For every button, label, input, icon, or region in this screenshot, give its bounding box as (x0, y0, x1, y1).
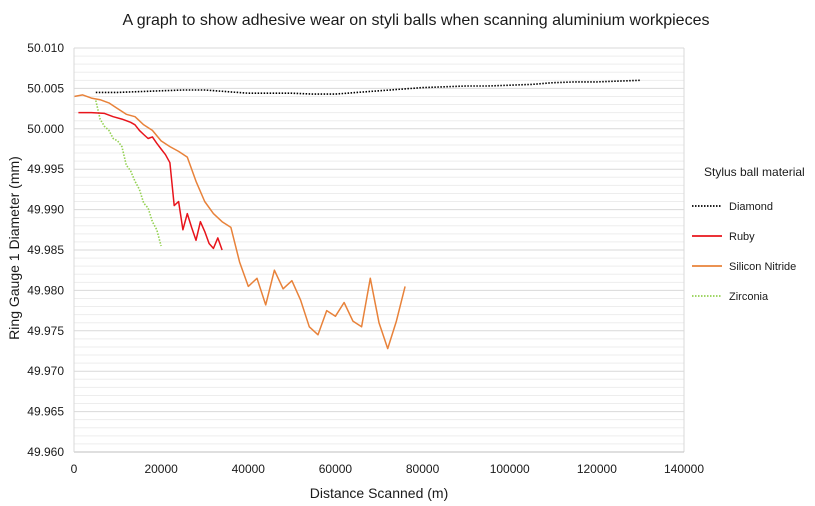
legend-title: Stylus ball material (704, 165, 805, 179)
y-tick-label: 50.010 (27, 41, 64, 55)
y-tick-label: 49.965 (27, 405, 64, 419)
series-line-ruby (78, 111, 223, 251)
x-tick-label: 80000 (406, 462, 440, 476)
x-tick-labels: 0 20000 40000 60000 80000 100000 120000 140000 (71, 462, 705, 476)
series-layer (73, 79, 641, 350)
y-tick-label: 49.970 (27, 364, 64, 378)
series-line-silicon-nitride (73, 94, 406, 350)
x-tick-label: 0 (71, 462, 78, 476)
series-line-zirconia (95, 100, 162, 247)
x-tick-label: 120000 (577, 462, 617, 476)
x-tick-label: 140000 (664, 462, 704, 476)
y-tick-label: 50.005 (27, 81, 64, 95)
axes (73, 48, 684, 453)
legend-label: Diamond (729, 201, 773, 213)
y-tick-label: 49.960 (27, 445, 64, 459)
legend-label: Ruby (729, 231, 755, 243)
gridlines (74, 47, 685, 452)
x-tick-label: 60000 (319, 462, 353, 476)
series-line-diamond (95, 79, 641, 95)
x-tick-label: 100000 (490, 462, 530, 476)
y-axis-title: Ring Gauge 1 Diameter (mm) (6, 156, 22, 340)
y-tick-labels: 49.960 49.965 49.970 49.975 49.980 49.985 49.9… (27, 41, 64, 459)
y-tick-label: 49.995 (27, 162, 64, 176)
legend: Stylus ball material Diamond Ruby Silicon … (692, 165, 805, 303)
y-tick-label: 49.985 (27, 243, 64, 257)
y-tick-label: 50.000 (27, 122, 64, 136)
legend-label: Silicon Nitride (729, 261, 796, 273)
y-tick-label: 49.990 (27, 203, 64, 217)
x-tick-label: 40000 (232, 462, 266, 476)
x-axis-title: Distance Scanned (m) (310, 485, 449, 501)
legend-label: Zirconia (729, 291, 769, 303)
y-tick-label: 49.980 (27, 283, 64, 297)
x-tick-label: 20000 (144, 462, 178, 476)
y-tick-label: 49.975 (27, 324, 64, 338)
chart-title: A graph to show adhesive wear on styli b… (123, 12, 710, 29)
